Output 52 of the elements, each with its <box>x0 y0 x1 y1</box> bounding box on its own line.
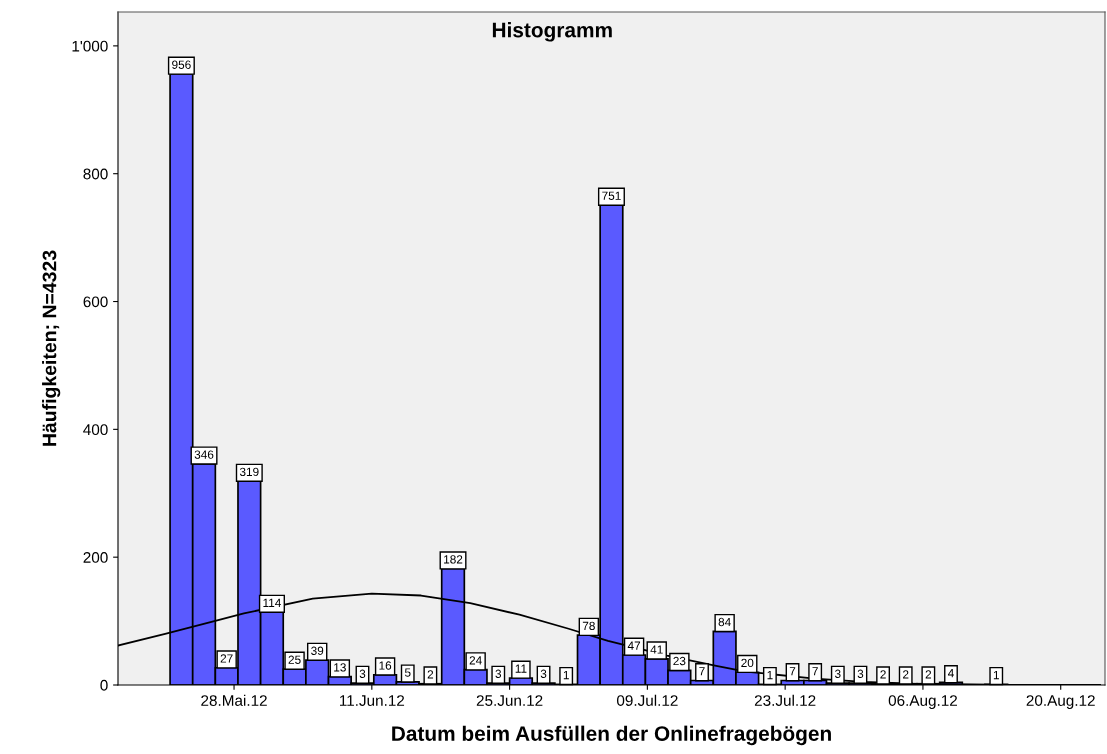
x-tick-label: 28.Mai.12 <box>201 694 267 706</box>
y-tick-label: 400 <box>83 424 108 436</box>
data-label: 41 <box>650 645 663 654</box>
x-tick-label: 06.Aug.12 <box>888 695 957 709</box>
x-tick-label: 11.Jun.12 <box>340 695 405 706</box>
data-label: 7 <box>812 667 818 676</box>
x-tick-label: 25.Jun.12 <box>476 695 543 706</box>
x-tick-label: 09.Jul.12 <box>616 694 678 706</box>
data-label: 13 <box>334 663 346 672</box>
data-label: 27 <box>220 654 233 663</box>
data-label: 3 <box>834 669 841 678</box>
y-tick-label: 600 <box>83 296 108 308</box>
y-axis-title: Häufigkeiten; N=4323 <box>42 250 61 446</box>
data-label: 114 <box>263 598 281 607</box>
y-tick-label: 200 <box>83 552 108 563</box>
data-label: 78 <box>582 621 595 631</box>
data-label: 3 <box>359 669 366 678</box>
data-label: 2 <box>903 670 909 679</box>
data-label: 5 <box>404 668 411 677</box>
data-label: 4 <box>947 669 954 678</box>
data-label: 23 <box>673 656 686 666</box>
data-label: 47 <box>627 641 641 650</box>
data-label: 1 <box>993 671 999 680</box>
data-label: 319 <box>239 467 259 477</box>
data-label: 2 <box>925 670 932 679</box>
y-tick-label: 0 <box>100 679 108 691</box>
data-label: 7 <box>699 667 705 676</box>
data-label: 24 <box>469 656 482 665</box>
data-label: 7 <box>789 667 796 676</box>
chart-title: Histogramm <box>492 22 612 42</box>
data-label: 956 <box>172 60 191 69</box>
x-tick-label: 23.Jul.12 <box>754 694 816 706</box>
data-label: 11 <box>515 664 527 673</box>
data-label: 346 <box>194 450 214 459</box>
data-label: 2 <box>427 670 434 679</box>
y-tick-label: 1'000 <box>72 40 108 52</box>
data-label: 39 <box>311 646 324 655</box>
data-label: 182 <box>444 555 463 564</box>
data-label: 84 <box>718 617 731 627</box>
data-label: 20 <box>741 658 754 668</box>
data-label: 3 <box>540 669 547 678</box>
y-tick-label: 800 <box>83 168 108 180</box>
data-label: 751 <box>602 191 621 200</box>
data-label: 3 <box>857 669 864 678</box>
data-label: 3 <box>495 669 502 678</box>
x-axis-title: Datum beim Ausfüllen der Onlinefragebögen <box>392 725 831 746</box>
data-label: 1 <box>563 671 569 680</box>
data-label: 25 <box>288 655 301 664</box>
data-label: 16 <box>379 661 392 670</box>
data-label: 1 <box>767 671 773 680</box>
x-tick-label: 20.Aug.12 <box>1026 695 1095 709</box>
data-label: 2 <box>880 670 886 679</box>
